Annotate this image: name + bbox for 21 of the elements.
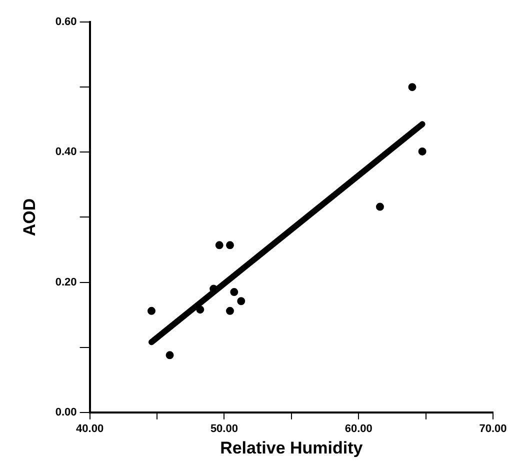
- x-tick-label: 70.00: [479, 423, 507, 436]
- point: [408, 83, 416, 92]
- x-tick-label: 60.00: [344, 423, 372, 436]
- y-tick-label: 0.20: [55, 276, 77, 288]
- y-tick-label: 0.00: [55, 406, 77, 418]
- x-tick-label: 40.00: [76, 423, 104, 436]
- point: [215, 241, 224, 250]
- point: [418, 147, 426, 156]
- x-tick-label: 50.00: [210, 423, 238, 436]
- y-tick-label: 0.60: [55, 16, 77, 28]
- point: [237, 297, 246, 306]
- point: [166, 351, 174, 360]
- x-axis-title: Relative Humidity: [220, 438, 364, 458]
- point: [196, 306, 204, 314]
- point: [226, 306, 234, 315]
- point: [376, 202, 384, 211]
- y-tick-label: 0.40: [55, 146, 77, 158]
- y-axis-title: AOD: [20, 198, 39, 236]
- point: [230, 288, 238, 296]
- point: [148, 306, 156, 315]
- point: [226, 241, 234, 250]
